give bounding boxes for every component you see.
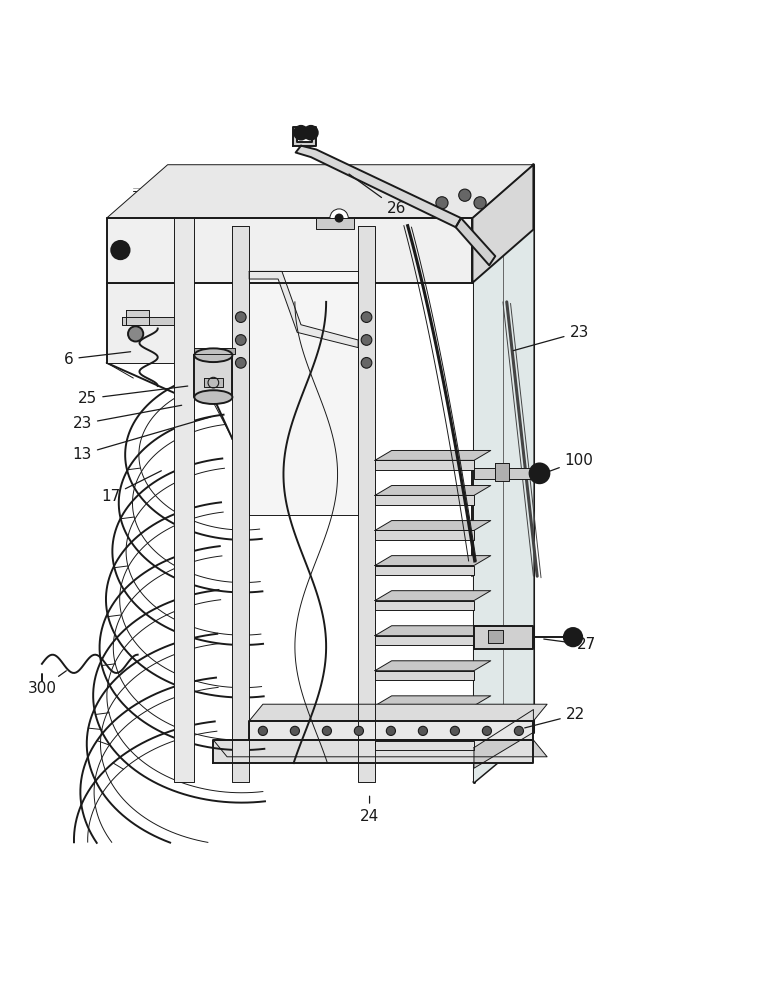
Circle shape [418,726,427,735]
Circle shape [514,726,523,735]
Circle shape [235,312,246,322]
Polygon shape [375,495,474,505]
Circle shape [330,209,348,227]
Polygon shape [213,740,533,763]
Circle shape [482,726,491,735]
Polygon shape [375,636,474,645]
Polygon shape [249,704,547,721]
Circle shape [564,628,582,646]
Circle shape [459,189,471,201]
Polygon shape [375,450,491,460]
Circle shape [294,126,308,140]
Polygon shape [107,283,175,363]
Circle shape [450,726,459,735]
Polygon shape [358,226,375,782]
Polygon shape [107,165,533,218]
Polygon shape [375,661,491,671]
Circle shape [361,358,372,368]
Circle shape [128,326,143,342]
Circle shape [322,726,331,735]
Polygon shape [296,146,461,227]
Circle shape [304,126,318,140]
Polygon shape [375,696,491,706]
Polygon shape [474,165,533,782]
Polygon shape [375,566,474,575]
Circle shape [354,726,363,735]
Circle shape [111,241,130,259]
Polygon shape [375,521,491,530]
Polygon shape [456,218,495,265]
Polygon shape [474,710,533,768]
Polygon shape [122,317,174,325]
Circle shape [361,335,372,345]
Polygon shape [107,218,472,283]
Circle shape [530,463,549,483]
Polygon shape [194,355,232,397]
Circle shape [335,214,343,222]
Text: 23: 23 [514,325,589,351]
Polygon shape [249,721,533,740]
Text: 24: 24 [360,796,379,824]
Polygon shape [375,460,474,470]
Circle shape [474,197,486,209]
Circle shape [361,312,372,322]
Polygon shape [472,165,533,283]
Text: 6: 6 [64,352,130,367]
Polygon shape [249,271,358,515]
Polygon shape [474,468,533,479]
Polygon shape [474,626,533,649]
Circle shape [117,246,124,254]
Polygon shape [375,591,491,601]
Polygon shape [204,378,223,387]
Polygon shape [213,740,547,757]
Text: 26: 26 [349,174,406,216]
Polygon shape [316,218,354,229]
Circle shape [436,197,448,209]
Text: 22: 22 [525,707,585,728]
Polygon shape [249,271,358,348]
Polygon shape [375,626,491,636]
Polygon shape [375,741,474,750]
Text: 300: 300 [27,671,66,696]
Circle shape [290,726,299,735]
Polygon shape [375,671,474,680]
Ellipse shape [194,390,232,404]
Polygon shape [293,127,316,146]
Polygon shape [194,348,235,354]
Text: 23: 23 [72,405,181,431]
Ellipse shape [194,348,232,362]
Polygon shape [126,310,149,325]
Polygon shape [495,463,509,481]
Circle shape [258,726,267,735]
Text: 27: 27 [544,637,597,652]
Polygon shape [375,706,474,715]
Polygon shape [375,530,474,540]
Polygon shape [232,226,249,782]
Circle shape [235,335,246,345]
Polygon shape [375,486,491,495]
Polygon shape [174,218,194,782]
Polygon shape [488,630,503,643]
Polygon shape [375,556,491,566]
Text: 100: 100 [536,453,594,476]
Text: 17: 17 [101,471,162,504]
Circle shape [386,726,395,735]
Text: 25: 25 [78,386,187,406]
Text: 13: 13 [72,417,211,462]
Polygon shape [375,601,474,610]
Circle shape [235,358,246,368]
